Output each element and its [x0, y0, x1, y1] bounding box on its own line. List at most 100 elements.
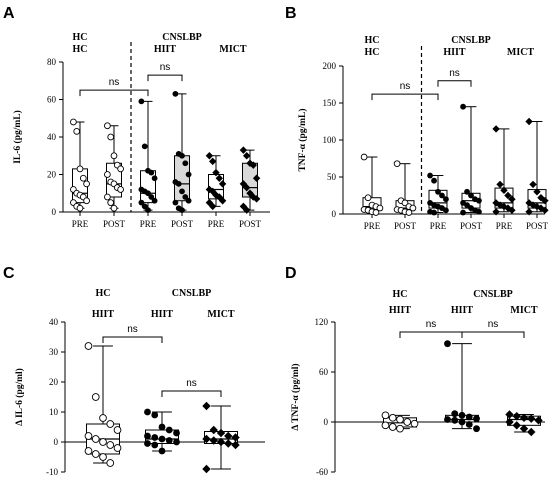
data-point-filled-diamond [519, 424, 529, 433]
data-point-open-circle [410, 419, 419, 428]
data-point-filled-circle [179, 207, 185, 214]
data-point-filled-diamond [231, 433, 240, 442]
chart-panel-d: -60 0 60 120 Δ TNF-α (pg/ml) HC CNSLBP HIIT HIIT… [290, 289, 545, 477]
data-point-filled-circle [151, 175, 158, 182]
box-series [360, 153, 384, 216]
data-point-open-circle [113, 444, 122, 452]
box-series [239, 146, 261, 214]
y-tick-label: 0 [52, 207, 57, 217]
box-series [492, 125, 516, 216]
data-point-open-circle [70, 118, 77, 126]
data-point-filled-circle [151, 197, 158, 204]
data-point-open-circle [104, 193, 111, 201]
data-point-open-circle [403, 418, 412, 426]
group-label: MICT [510, 305, 538, 316]
x-tick-label: PRE [72, 219, 89, 229]
group-label: MICT [207, 309, 235, 320]
data-point-filled-circle [460, 209, 466, 216]
data-point-filled-diamond [533, 188, 541, 196]
data-point-open-circle [104, 171, 111, 178]
data-point-filled-circle [173, 429, 180, 437]
data-point-filled-circle [464, 202, 470, 209]
x-tick-label: PRE [496, 221, 513, 231]
data-point-filled-diamond [492, 208, 500, 216]
data-point-filled-diamond [541, 196, 549, 205]
data-point-filled-diamond [205, 185, 214, 194]
data-point-filled-circle [473, 415, 480, 423]
data-point-filled-circle [476, 208, 482, 215]
y-tick-label: 20 [47, 170, 57, 180]
data-point-filled-circle [151, 441, 159, 449]
data-point-open-circle [113, 426, 122, 434]
data-point-filled-circle [148, 169, 155, 176]
data-point-open-circle [84, 432, 93, 440]
data-point-filled-diamond [209, 157, 217, 166]
data-point-filled-diamond [231, 440, 240, 450]
box-series [460, 103, 482, 216]
data-point-filled-circle [179, 188, 185, 195]
significance-bracket [102, 336, 163, 343]
data-point-filled-circle [182, 160, 189, 167]
group-label: MICT [507, 47, 535, 58]
data-point-filled-diamond [202, 434, 211, 444]
data-point-filled-diamond [512, 411, 521, 421]
y-axis-label: Δ IL-6 (pg/ml) [14, 368, 25, 426]
box-series [427, 172, 449, 216]
data-point-open-circle [76, 165, 84, 173]
box-series [84, 342, 122, 467]
box-series [104, 122, 124, 212]
data-point-open-circle [372, 209, 380, 216]
data-point-filled-diamond [202, 401, 211, 411]
data-point-open-circle [107, 199, 115, 206]
y-tick-label: 50 [327, 172, 337, 182]
group-label: CNSLBP [172, 288, 211, 299]
data-point-open-circle [393, 160, 401, 168]
data-point-filled-circle [182, 194, 189, 200]
data-point-open-circle [73, 128, 81, 135]
data-point-open-circle [364, 194, 372, 202]
y-tick-label: 60 [319, 367, 329, 377]
data-point-filled-diamond [205, 198, 214, 207]
data-point-filled-circle [148, 194, 155, 200]
significance-bracket [79, 89, 149, 97]
group-label: CNSLBP [473, 289, 512, 300]
data-point-open-circle [360, 153, 368, 161]
box-series [202, 401, 240, 474]
group-label: HC [365, 35, 380, 46]
data-point-filled-circle [443, 207, 449, 214]
data-point-filled-circle [185, 171, 192, 178]
data-point-filled-diamond [525, 208, 533, 216]
data-point-filled-diamond [252, 195, 261, 203]
data-point-filled-circle [468, 192, 474, 199]
group-label: HIIT [154, 44, 177, 55]
y-tick-label: -10 [46, 467, 58, 477]
data-point-filled-circle [473, 425, 480, 433]
x-tick-label: PRE [364, 221, 381, 231]
data-point-open-circle [106, 459, 115, 467]
chart-panel-b: 0 50 100 150 200 TNF-α (pg/mL) PRE POST PRE POST P… [297, 35, 549, 231]
data-point-filled-circle [138, 98, 145, 105]
data-point-filled-diamond [500, 186, 508, 195]
y-tick-label: 80 [47, 57, 57, 67]
data-point-filled-diamond [492, 125, 500, 133]
data-point-open-circle [91, 393, 100, 401]
box-series [444, 340, 480, 433]
chart-panel-a: 0 20 40 60 80 IL-6 (pg/mL) PRE POST PRE POST PRE PO… [12, 32, 270, 229]
data-point-filled-circle [427, 172, 433, 179]
x-tick-label: POST [526, 221, 549, 231]
data-point-filled-circle [185, 197, 192, 204]
data-point-filled-circle [435, 188, 441, 195]
data-point-filled-diamond [541, 206, 549, 214]
data-point-open-circle [79, 174, 87, 182]
data-point-filled-circle [141, 143, 148, 150]
data-point-filled-diamond [249, 161, 257, 169]
data-point-filled-diamond [508, 206, 516, 214]
data-point-filled-circle [439, 192, 445, 199]
data-point-filled-circle [144, 408, 151, 416]
y-tick-label: 120 [315, 317, 329, 327]
data-point-filled-circle [179, 152, 185, 159]
data-point-open-circle [99, 438, 107, 446]
data-point-filled-circle [145, 207, 151, 214]
box-series [70, 118, 90, 212]
group-label: HC [393, 289, 408, 300]
